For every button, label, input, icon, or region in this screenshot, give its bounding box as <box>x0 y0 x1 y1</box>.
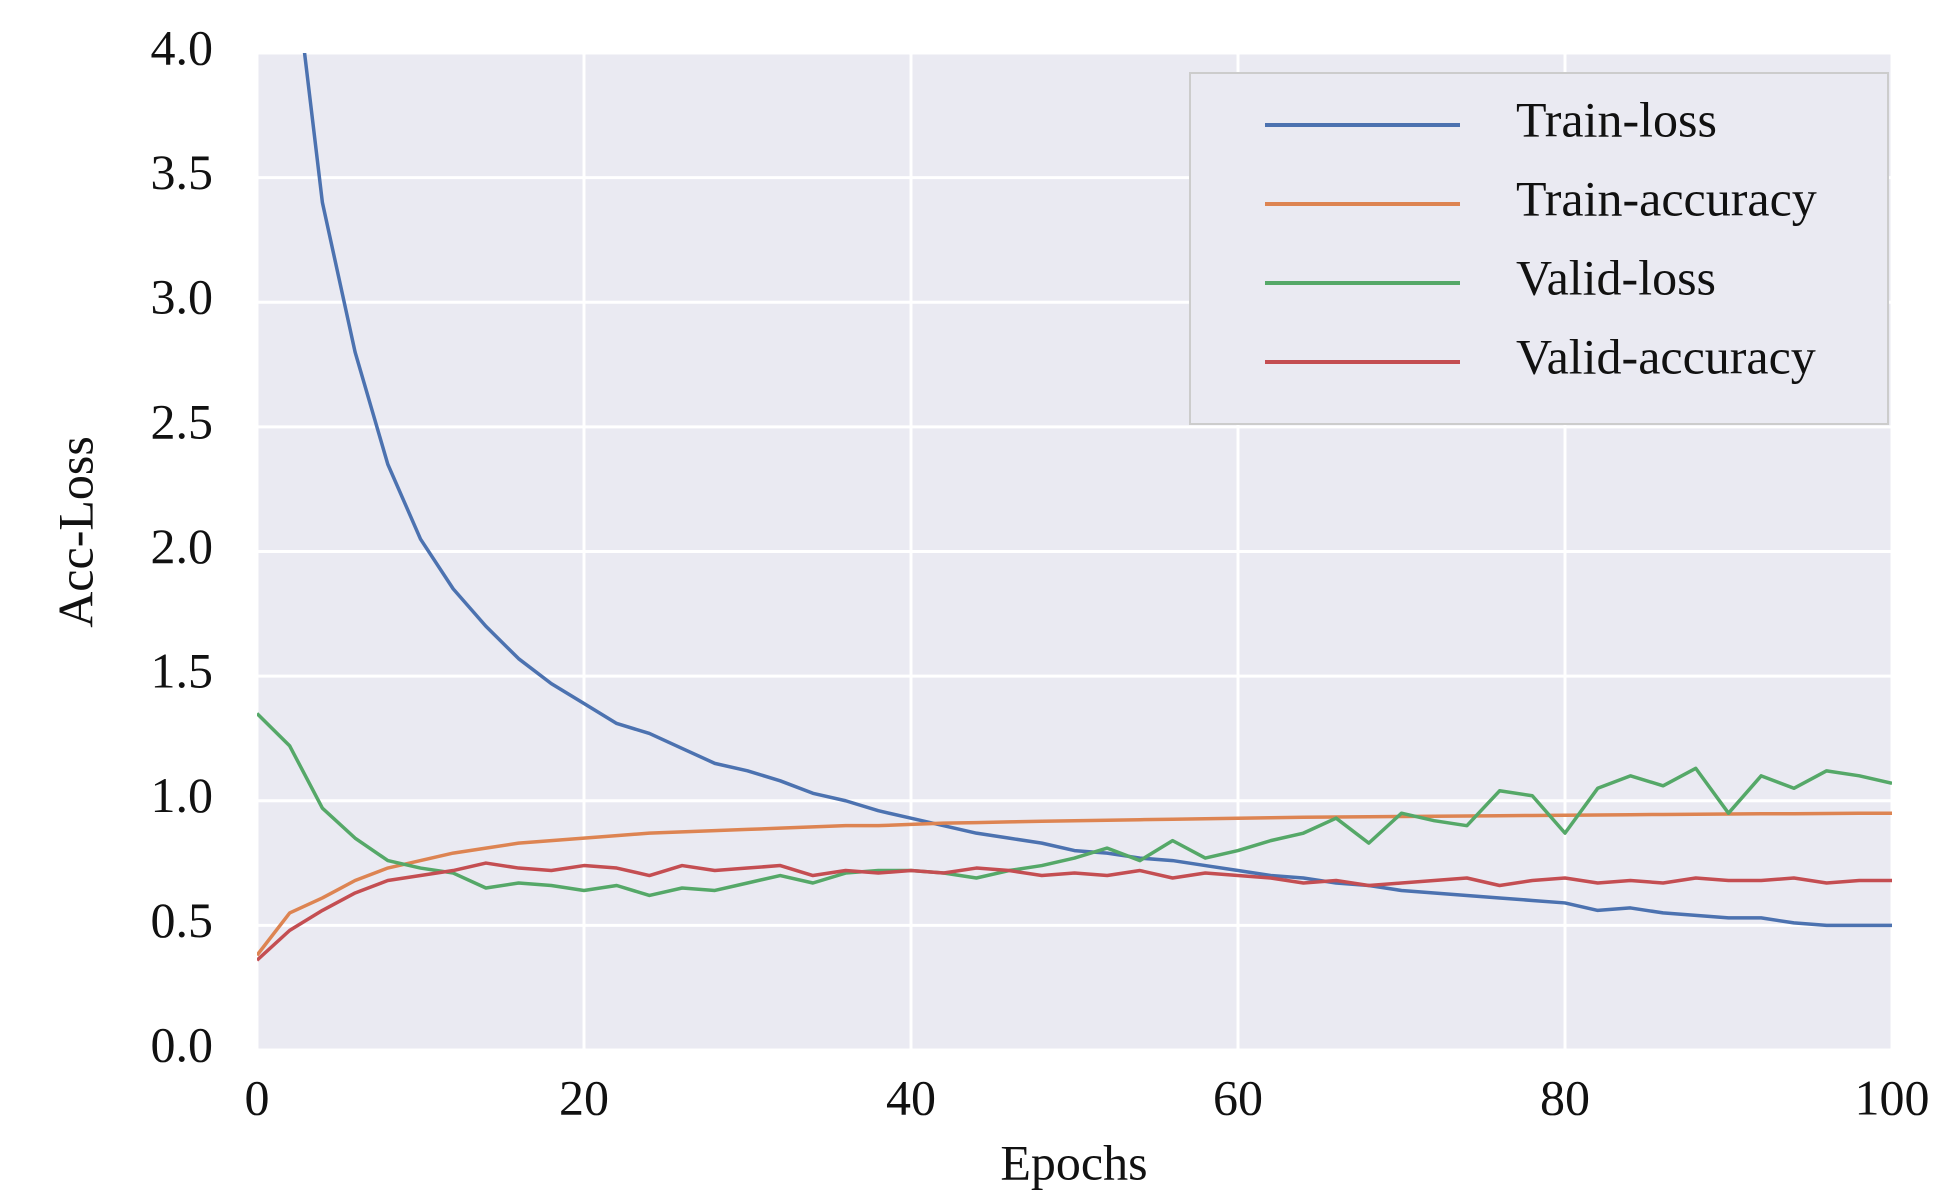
y-tick-label: 0.5 <box>151 892 214 948</box>
x-tick-label: 40 <box>886 1069 936 1125</box>
x-axis-label: Epochs <box>1000 1134 1147 1190</box>
y-tick-label: 1.5 <box>151 643 214 699</box>
y-tick-label: 2.0 <box>151 518 214 574</box>
series-line <box>302 53 1892 928</box>
series-line <box>257 811 1892 957</box>
y-axis-label: Acc-Loss <box>47 436 103 628</box>
legend-label: Train-accuracy <box>1516 170 1817 226</box>
grid <box>255 51 1894 1052</box>
legend-label: Train-loss <box>1516 91 1717 147</box>
x-tick-label: 80 <box>1540 1069 1590 1125</box>
y-tick-label: 1.0 <box>151 767 214 823</box>
y-tick-label: 0.0 <box>151 1016 214 1072</box>
x-tick-label: 60 <box>1213 1069 1263 1125</box>
legend: Train-loss Train-accuracy Valid-loss Valid-… <box>1189 72 1889 425</box>
y-tick-label: 4.0 <box>151 19 214 75</box>
y-tick-label: 2.5 <box>151 393 214 449</box>
x-tick-label: 100 <box>1855 1069 1930 1125</box>
y-tick-label: 3.0 <box>151 269 214 325</box>
x-tick-label: 0 <box>245 1069 270 1125</box>
series-line <box>257 861 1892 962</box>
lines <box>257 53 1892 962</box>
x-tick-label: 20 <box>559 1069 609 1125</box>
y-tick-label: 3.5 <box>151 144 214 200</box>
legend-label: Valid-loss <box>1516 249 1716 305</box>
legend-box <box>1189 72 1889 425</box>
series-line <box>257 712 1892 898</box>
legend-label: Valid-accuracy <box>1516 328 1816 384</box>
